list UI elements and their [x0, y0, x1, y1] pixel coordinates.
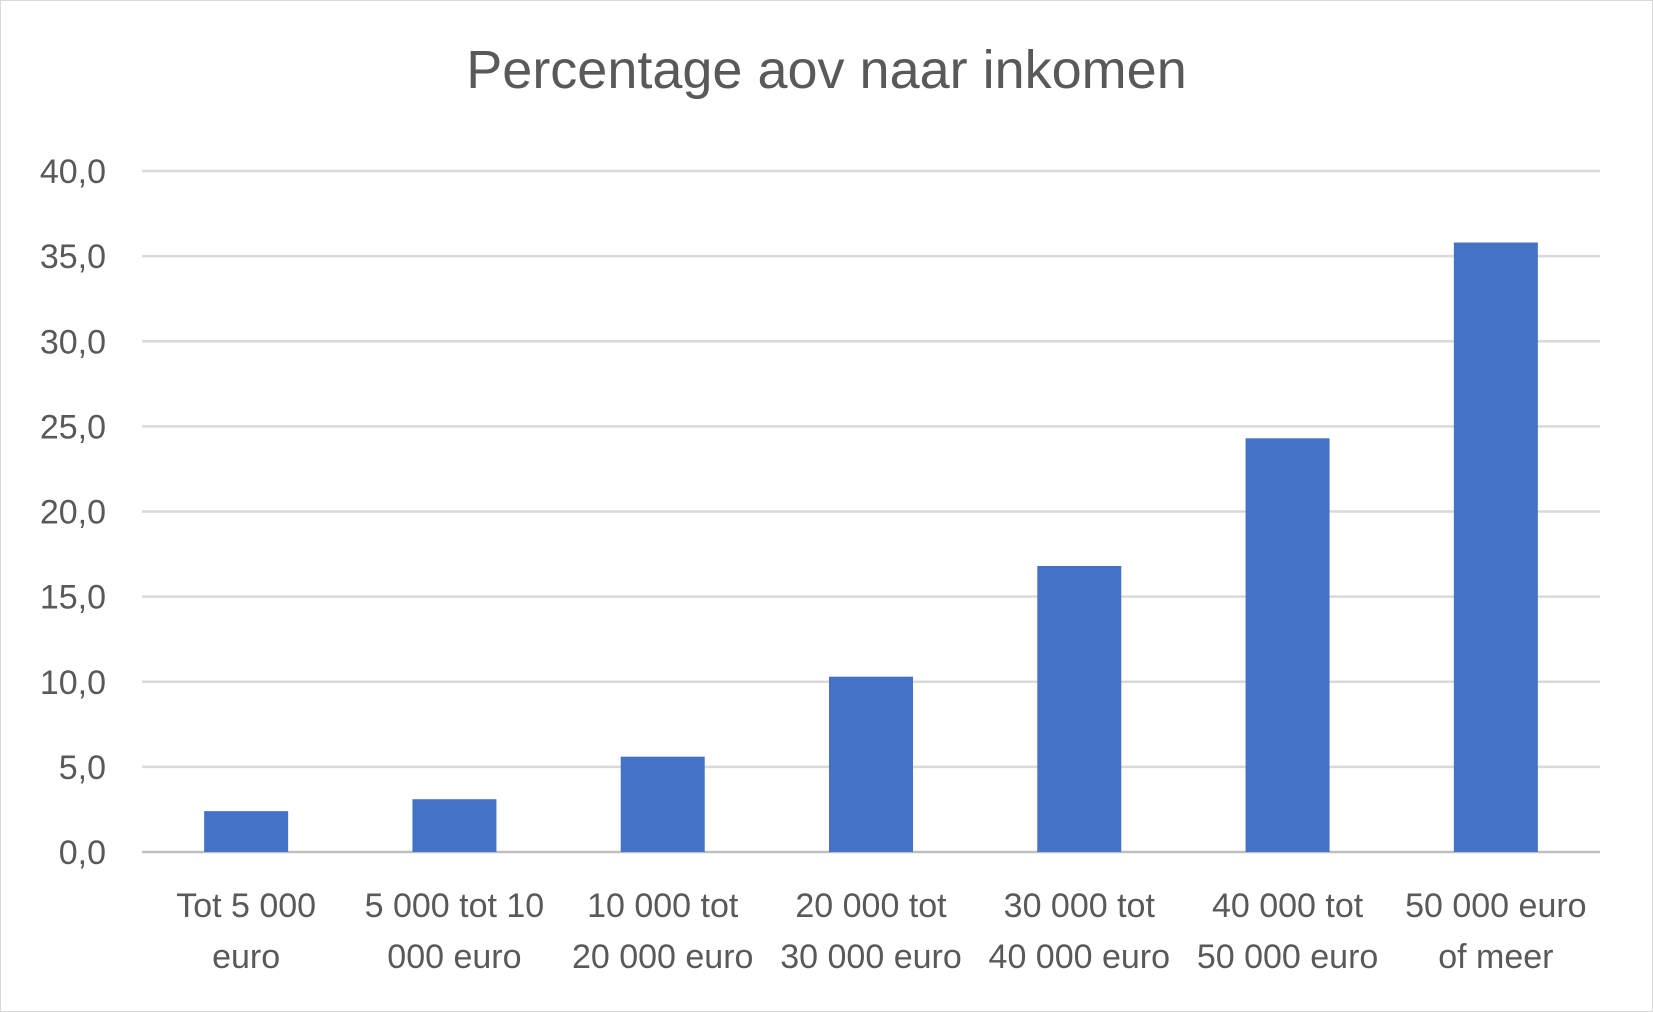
y-tick-label: 15,0 [40, 579, 106, 617]
x-tick-label: euro [212, 938, 280, 976]
x-tick-label: 30 000 euro [780, 938, 962, 976]
y-tick-label: 5,0 [59, 749, 106, 787]
x-tick-label: 40 000 euro [989, 938, 1171, 976]
bar [829, 676, 913, 852]
bar [204, 811, 289, 852]
y-tick-label: 25,0 [40, 408, 106, 446]
bar [412, 799, 497, 852]
y-tick-label: 35,0 [40, 238, 106, 276]
x-tick-label: Tot 5 000 [176, 887, 316, 925]
x-tick-label: 50 000 euro [1197, 938, 1379, 976]
y-tick-label: 40,0 [40, 153, 106, 191]
bar [1037, 565, 1122, 852]
bars [204, 242, 1538, 852]
bar [1453, 242, 1538, 852]
x-tick-label: 20 000 tot [795, 887, 947, 925]
x-tick-label: 000 euro [387, 938, 521, 976]
x-tick-label: 50 000 euro [1405, 887, 1587, 925]
x-tick-label: 10 000 tot [587, 887, 739, 925]
y-tick-label: 0,0 [59, 834, 106, 872]
bar [620, 756, 705, 852]
y-tick-label: 30,0 [40, 323, 106, 361]
x-tick-label: of meer [1438, 938, 1553, 976]
x-axis-ticks: Tot 5 000 euro 5 000 tot 10 000 euro 10 000 … [176, 887, 1586, 976]
bar [1245, 438, 1330, 852]
x-tick-label: 5 000 tot 10 [365, 887, 545, 925]
y-tick-label: 20,0 [40, 494, 106, 532]
x-tick-label: 30 000 tot [1004, 887, 1156, 925]
x-tick-label: 20 000 euro [572, 938, 754, 976]
y-axis-ticks: 0,0 5,0 10,0 15,0 20,0 25,0 30,0 35,0 40,0 [40, 153, 106, 872]
x-tick-label: 40 000 tot [1212, 887, 1364, 925]
chart-title: Percentage aov naar inkomen [466, 40, 1187, 100]
y-tick-label: 10,0 [40, 664, 106, 702]
